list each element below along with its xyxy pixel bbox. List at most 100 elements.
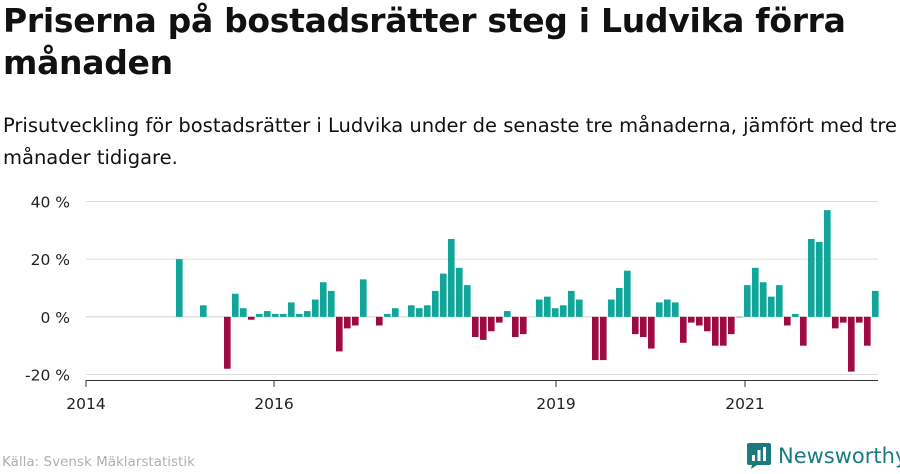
x-tick-label: 2014 bbox=[66, 395, 105, 413]
bar bbox=[416, 308, 423, 317]
bar bbox=[672, 302, 679, 317]
bar bbox=[344, 316, 351, 329]
bar bbox=[728, 316, 735, 335]
bar bbox=[792, 313, 799, 317]
bar bbox=[376, 316, 383, 326]
bar bbox=[648, 316, 655, 349]
bar bbox=[320, 282, 327, 317]
bar bbox=[704, 316, 711, 332]
bar bbox=[616, 288, 623, 317]
bar bbox=[816, 241, 823, 317]
bar bbox=[248, 316, 255, 320]
bar bbox=[296, 313, 303, 317]
bar bbox=[568, 290, 575, 317]
bar bbox=[256, 313, 263, 317]
bar bbox=[832, 316, 839, 329]
x-tick-label: 2019 bbox=[536, 395, 575, 413]
y-axis-labels: 40 % 20 % 0 % -20 % bbox=[25, 194, 70, 385]
bar bbox=[840, 316, 847, 323]
bar bbox=[536, 299, 543, 317]
bar bbox=[432, 290, 439, 317]
bars bbox=[176, 210, 879, 372]
bar bbox=[712, 316, 719, 346]
bar bbox=[656, 302, 663, 317]
bar bbox=[424, 305, 431, 317]
bar bbox=[552, 308, 559, 317]
bar bbox=[800, 316, 807, 346]
x-tick-label: 2016 bbox=[254, 395, 293, 413]
source-note: Källa: Svensk Mäklarstatistik bbox=[2, 454, 195, 470]
bar bbox=[776, 285, 783, 317]
bar bbox=[688, 316, 695, 323]
gridlines bbox=[86, 201, 878, 375]
bar bbox=[472, 316, 479, 338]
bar bbox=[240, 308, 247, 317]
bar bbox=[288, 302, 295, 317]
bar bbox=[264, 311, 271, 317]
x-tick-label: 2021 bbox=[725, 395, 764, 413]
y-tick-label: -20 % bbox=[25, 367, 70, 385]
bar bbox=[352, 316, 359, 326]
newsworthy-logo-icon bbox=[747, 443, 771, 469]
annotation-layer: 9 % bbox=[869, 0, 899, 4]
bar bbox=[448, 238, 455, 317]
y-tick-label: 20 % bbox=[31, 251, 70, 269]
x-axis: 2014 2016 2019 2021 bbox=[66, 380, 878, 413]
bar bbox=[304, 311, 311, 317]
bar bbox=[544, 296, 551, 317]
y-tick-label: 0 % bbox=[40, 309, 70, 327]
bar bbox=[824, 210, 831, 317]
bar bbox=[560, 305, 567, 317]
bar bbox=[856, 316, 863, 323]
bar bbox=[576, 299, 583, 317]
bar bbox=[680, 316, 687, 343]
bar bbox=[864, 316, 871, 346]
bar bbox=[480, 316, 487, 340]
bar bbox=[600, 316, 607, 361]
bar bbox=[360, 279, 367, 317]
bar bbox=[720, 316, 727, 346]
bar bbox=[232, 293, 239, 317]
chart-subtitle: Prisutveckling för bostadsrätter i Ludvi… bbox=[3, 114, 897, 169]
bar bbox=[664, 299, 671, 317]
bar bbox=[384, 313, 391, 317]
bar bbox=[200, 305, 207, 317]
bar bbox=[464, 285, 471, 317]
bar bbox=[280, 313, 287, 317]
bar bbox=[608, 299, 615, 317]
bar bbox=[696, 316, 703, 326]
bar bbox=[744, 285, 751, 317]
bar bbox=[752, 267, 759, 317]
bar bbox=[272, 313, 279, 317]
bar bbox=[504, 311, 511, 317]
bar bbox=[640, 316, 647, 338]
y-tick-label: 40 % bbox=[31, 194, 70, 212]
bar bbox=[768, 296, 775, 317]
bar bbox=[456, 267, 463, 317]
bar bbox=[440, 273, 447, 317]
brand-logo[interactable]: Newsworthy bbox=[746, 440, 900, 472]
bar bbox=[392, 308, 399, 317]
bar bbox=[624, 270, 631, 317]
bar bbox=[872, 290, 879, 317]
bar bbox=[336, 316, 343, 352]
bar bbox=[808, 238, 815, 317]
chart-title: Priserna på bostadsrätter steg i Ludvika… bbox=[3, 1, 846, 82]
bar bbox=[520, 316, 527, 335]
bar bbox=[592, 316, 599, 361]
bar bbox=[328, 290, 335, 317]
bar bbox=[496, 316, 503, 323]
annotation-label: 9 % bbox=[869, 0, 899, 4]
bar bbox=[224, 316, 231, 369]
bar bbox=[488, 316, 495, 332]
bar bbox=[736, 316, 743, 318]
bar bbox=[632, 316, 639, 335]
bar bbox=[848, 316, 855, 372]
bar bbox=[784, 316, 791, 326]
brand-name: Newsworthy bbox=[778, 444, 900, 468]
bar bbox=[408, 305, 415, 317]
bar bbox=[176, 259, 183, 317]
bar bbox=[512, 316, 519, 338]
bar bbox=[312, 299, 319, 317]
